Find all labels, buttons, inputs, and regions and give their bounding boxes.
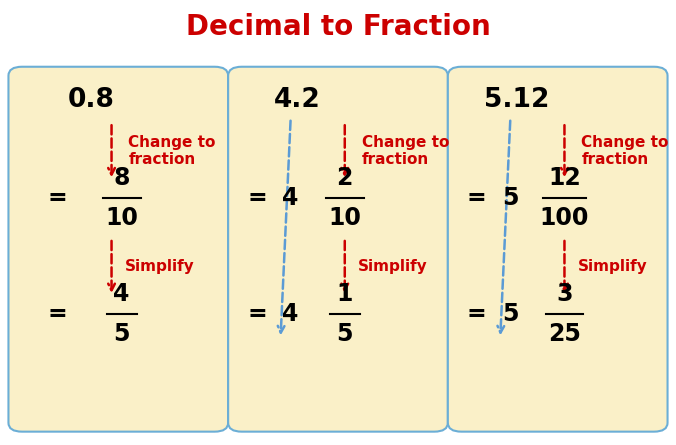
Text: Simplify: Simplify bbox=[358, 259, 428, 275]
Text: Simplify: Simplify bbox=[578, 259, 648, 275]
Text: 5: 5 bbox=[337, 322, 353, 346]
Text: Simplify: Simplify bbox=[125, 259, 195, 275]
FancyBboxPatch shape bbox=[8, 67, 228, 432]
Text: 3: 3 bbox=[556, 282, 573, 306]
Text: 4: 4 bbox=[283, 302, 299, 326]
Text: 10: 10 bbox=[105, 206, 138, 230]
Text: =: = bbox=[47, 186, 68, 210]
Text: Decimal to Fraction: Decimal to Fraction bbox=[186, 13, 490, 41]
Text: 4.2: 4.2 bbox=[274, 87, 321, 113]
Text: 5: 5 bbox=[114, 322, 130, 346]
Text: 12: 12 bbox=[548, 166, 581, 190]
Text: 100: 100 bbox=[539, 206, 589, 230]
Text: 5: 5 bbox=[502, 302, 518, 326]
Text: Change to
fraction: Change to fraction bbox=[362, 135, 449, 167]
Text: Change to
fraction: Change to fraction bbox=[128, 135, 216, 167]
Text: 0.8: 0.8 bbox=[68, 87, 115, 113]
Text: 10: 10 bbox=[329, 206, 361, 230]
Text: 5.12: 5.12 bbox=[485, 87, 550, 113]
Text: 5: 5 bbox=[502, 186, 518, 210]
Text: 4: 4 bbox=[283, 186, 299, 210]
Text: 2: 2 bbox=[337, 166, 353, 190]
Text: 8: 8 bbox=[114, 166, 130, 190]
FancyBboxPatch shape bbox=[448, 67, 667, 432]
Text: =: = bbox=[47, 302, 68, 326]
Text: 4: 4 bbox=[114, 282, 130, 306]
Text: 1: 1 bbox=[337, 282, 353, 306]
FancyBboxPatch shape bbox=[228, 67, 448, 432]
Text: =: = bbox=[466, 302, 487, 326]
Text: =: = bbox=[466, 186, 487, 210]
Text: 25: 25 bbox=[548, 322, 581, 346]
Text: =: = bbox=[247, 186, 267, 210]
Text: Change to
fraction: Change to fraction bbox=[581, 135, 669, 167]
Text: =: = bbox=[247, 302, 267, 326]
